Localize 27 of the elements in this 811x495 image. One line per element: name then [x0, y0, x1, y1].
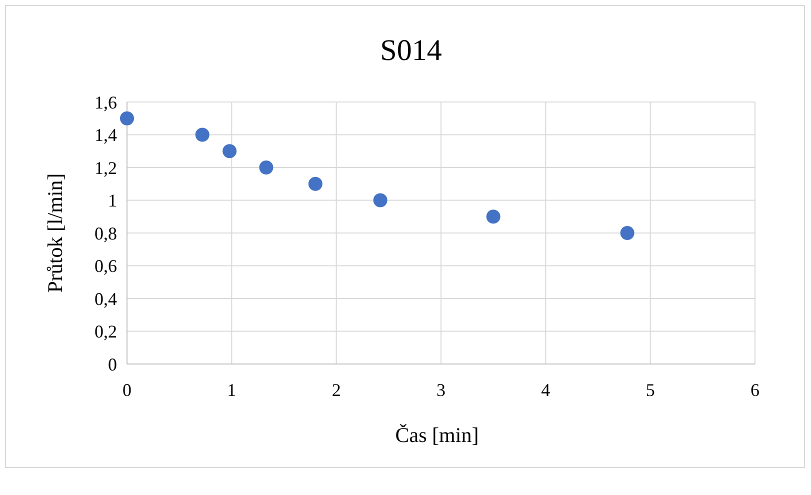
- y-tick-label: 0,2: [94, 322, 117, 342]
- y-tick-label: 1: [108, 190, 117, 211]
- point: [373, 193, 388, 208]
- x-tick-label: 2: [332, 380, 341, 400]
- x-tick-label: 6: [750, 380, 760, 400]
- y-tick-label: 0,8: [94, 223, 117, 244]
- y-tick-label: 0: [108, 354, 117, 374]
- x-tick-label: 3: [436, 380, 446, 400]
- y-tick-label: 0,4: [94, 288, 117, 309]
- y-axis-title: Průtok [l/min]: [43, 173, 67, 293]
- y-tick-label: 1,6: [94, 92, 117, 112]
- point: [620, 226, 634, 240]
- chart-title: S014: [380, 34, 442, 67]
- y-tick-label: 1,2: [94, 158, 117, 178]
- y-tick-label: 0,6: [94, 256, 117, 276]
- x-tick-label: 4: [541, 380, 550, 400]
- y-tick-label: 1,4: [94, 125, 117, 146]
- point: [195, 128, 210, 142]
- point: [259, 160, 274, 174]
- point: [222, 144, 237, 158]
- point: [308, 176, 322, 191]
- x-tick-label: 1: [227, 380, 236, 400]
- x-tick-label: 0: [122, 380, 132, 400]
- x-axis-title: Čas [min]: [395, 423, 479, 447]
- point: [120, 111, 134, 126]
- point: [486, 210, 500, 224]
- x-tick-label: 5: [646, 380, 655, 400]
